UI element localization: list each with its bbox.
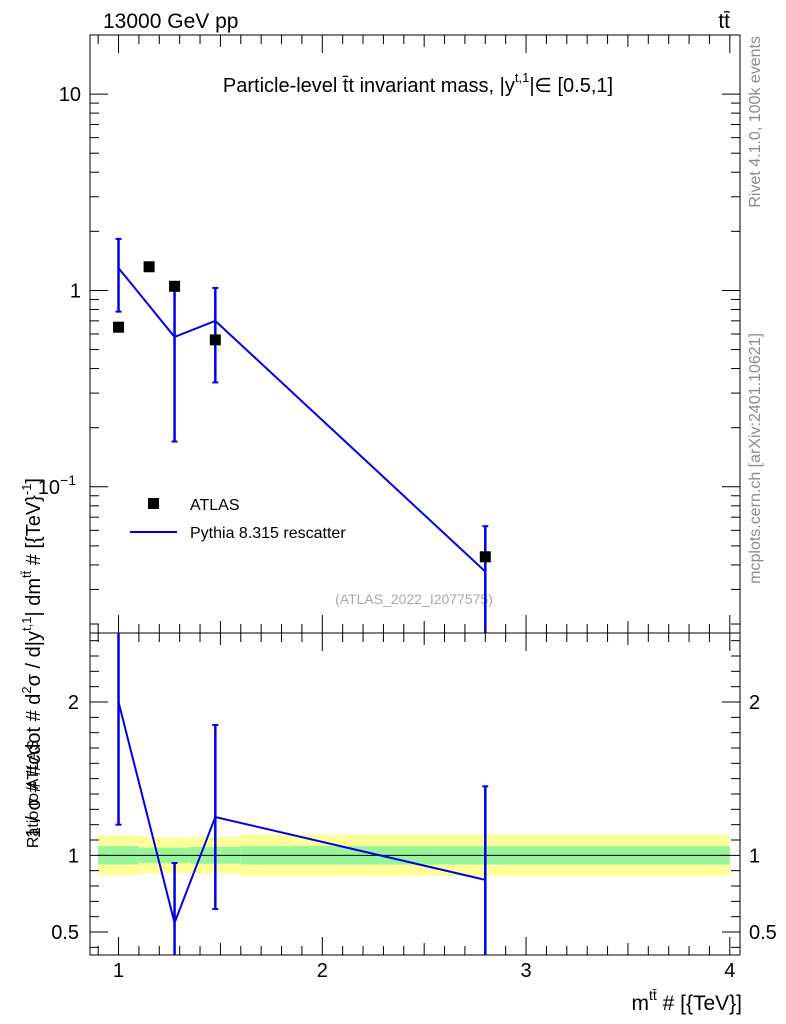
- main-ytick-label: 10−1: [38, 472, 76, 499]
- ratio-xtick-label: 2: [317, 960, 328, 982]
- legend-label-pythia: Pythia 8.315 rescatter: [190, 525, 346, 542]
- energy-label: 13000 GeV pp: [103, 10, 238, 33]
- xlabel-base: m: [631, 992, 649, 1015]
- rivet-label: Rivet 4.1.0, 100k events: [747, 36, 764, 208]
- ylabel-sup-m1: -1: [19, 484, 34, 496]
- ratio-ytick-label-left: 0.5: [51, 922, 79, 944]
- legend: ATLAS Pythia 8.315 rescatter: [130, 497, 346, 542]
- ylabel-part-c: | dm: [23, 578, 45, 617]
- main-ylabel: 1 / σ # #cdot # d2σ / d|yt,1| dmtt̄ # [{…: [19, 478, 45, 838]
- data-point: [113, 321, 125, 333]
- ratio-xtick-label: 1: [113, 960, 124, 982]
- ratio-xtick-label: 3: [520, 960, 531, 982]
- ylabel-part-e: ]: [23, 478, 45, 484]
- title-superscript: t,1: [515, 70, 529, 85]
- ratio-xlabel: mtt̄ # [{TeV}]: [631, 987, 742, 1015]
- ylabel-part-b: σ / d|y: [23, 631, 45, 686]
- analysis-tag: (ATLAS_2022_I2077575): [335, 591, 493, 607]
- ratio-frame: [89, 632, 741, 956]
- ylabel-sup-2: 2: [19, 686, 34, 693]
- data-point: [209, 334, 221, 346]
- data-point: [479, 551, 491, 563]
- ratio-panel: Ratio to ATLAS mtt̄ # [{TeV}] 2 2 1 1 0.5 0.5…: [25, 632, 777, 1015]
- ratio-ylabel: Ratio to ATLAS: [25, 740, 42, 848]
- mc-line: [117, 267, 486, 573]
- data-point: [169, 280, 181, 292]
- ratio-ytick-label-right: 0.5: [749, 922, 777, 944]
- ylabel-part-a: 1 / σ # #cdot # d: [23, 694, 45, 839]
- ylabel-sup-tt: tt̄: [19, 570, 34, 578]
- ratio-xtick-label: 4: [724, 960, 735, 982]
- title-suffix: |∈ [0.5,1]: [529, 75, 613, 97]
- ratio-ytick-label-left: 1: [68, 845, 79, 867]
- data-point: [143, 261, 155, 273]
- ratio-ytick-label-right: 1: [749, 845, 760, 867]
- ylabel-part-d: # [{TeV}: [23, 495, 45, 571]
- main-ytick-label: 10: [59, 84, 81, 106]
- main-ytick-exp: −1: [60, 472, 76, 488]
- ylabel-sup-t1: t,1: [19, 617, 34, 631]
- ratio-ytick-label-left: 2: [68, 692, 79, 714]
- xlabel-rest: # [{TeV}]: [657, 992, 742, 1015]
- main-ytick-base: 10: [38, 477, 60, 499]
- xlabel-sup: tt̄: [649, 987, 657, 1003]
- main-panel: Particle-level t̄t invariant mass, |yt,1…: [19, 34, 741, 838]
- mcplots-label: mcplots.cern.ch [arXiv:2401.10621]: [747, 333, 764, 584]
- ratio-mc-line: [117, 701, 486, 927]
- legend-label-atlas: ATLAS: [190, 497, 240, 514]
- title-prefix: Particle-level t̄t invariant mass, |y: [223, 75, 515, 97]
- ratio-ytick-label-right: 2: [749, 692, 760, 714]
- legend-marker-atlas: [148, 498, 159, 509]
- process-label: tt̄: [718, 10, 730, 33]
- main-ytick-label: 1: [70, 280, 81, 302]
- main-title: Particle-level t̄t invariant mass, |yt,1…: [223, 70, 613, 97]
- main-frame: [89, 34, 741, 634]
